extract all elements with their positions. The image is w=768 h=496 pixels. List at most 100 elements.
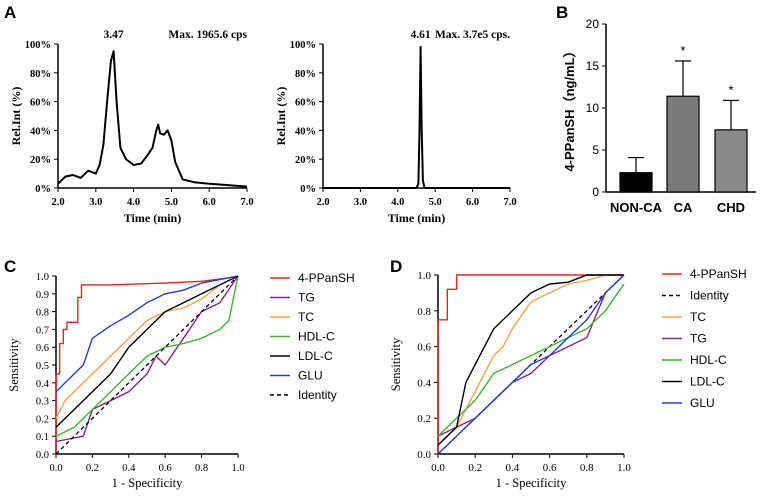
- y-tick-label: 60%: [295, 98, 316, 109]
- y-tick-label: 1.0: [36, 272, 49, 283]
- x-tick-label: 0.2: [468, 462, 482, 474]
- legend-label: TC: [298, 310, 314, 324]
- x-tick-label: 0.6: [543, 462, 557, 474]
- y-tick-label: 40%: [295, 126, 316, 137]
- chromatogram-trace: [323, 45, 510, 189]
- roc-curve-hdl: [55, 275, 239, 437]
- bar: [666, 95, 700, 193]
- x-axis-title: Time (min): [388, 211, 445, 225]
- bar-chart: 0 5 10 15 20 NON-CA * CA * CHD 4-PPanSH（ng/mL）: [562, 17, 756, 215]
- roc-chart-c: 0.0 0.2 0.4 0.6 0.8 1.0 0.0 0.1 0.2 0.3 0.4 0.5 0.6 0…: [7, 271, 355, 490]
- y-tick-label: 20%: [30, 155, 51, 166]
- legend-label: GLU: [690, 396, 715, 410]
- roc-curve-tc: [437, 274, 624, 446]
- y-tick-label: 0.2: [36, 414, 49, 425]
- peak-time-label: 4.61: [411, 29, 431, 41]
- x-tick-label: 7.0: [503, 197, 516, 208]
- significance-mark: *: [680, 43, 685, 58]
- x-tick-label: 3.0: [354, 197, 367, 208]
- legend-label: TC: [690, 310, 706, 324]
- category-label: NON-CA: [610, 200, 663, 215]
- y-tick-label: 0%: [35, 184, 51, 195]
- roc-curve-tg: [55, 275, 239, 443]
- legend-label: Identity: [298, 388, 337, 402]
- legend-label: LDL-C: [690, 375, 725, 389]
- legend-label: HDL-C: [690, 353, 727, 367]
- y-tick-label: 10: [586, 101, 600, 115]
- x-tick-label: 4.0: [391, 197, 404, 208]
- roc-curve-tc: [55, 275, 239, 419]
- y-tick-label: 40%: [30, 126, 51, 137]
- y-tick-label: 20: [586, 17, 600, 31]
- x-axis-title: 1 - Specificity: [496, 476, 568, 490]
- x-tick-label: 0.0: [49, 463, 62, 474]
- panel-label-c: C: [4, 257, 16, 276]
- y-tick-label: 0: [592, 185, 599, 199]
- y-tick-label: 0.4: [417, 377, 431, 389]
- legend-label: 4-PPanSH: [690, 267, 747, 281]
- x-tick-label: 5.0: [165, 197, 178, 208]
- x-tick-label: 0.4: [122, 463, 136, 474]
- y-tick-label: 80%: [30, 69, 51, 80]
- chromatogram-right: 2.0 3.0 4.0 5.0 6.0 7.0 0% 20% 40% 60% 80% 100% 4.61…: [274, 29, 517, 225]
- x-tick-label: 3.0: [89, 197, 102, 208]
- chromatogram-trace: [57, 50, 248, 188]
- roc-curve-fourppansh: [437, 274, 624, 454]
- y-tick-label: 0.6: [36, 343, 49, 354]
- x-tick-label: 6.0: [466, 197, 479, 208]
- x-tick-label: 4.0: [127, 197, 140, 208]
- y-tick-label: 0.7: [36, 325, 49, 336]
- panel-label-a: A: [4, 3, 16, 22]
- roc-curve-ldl: [437, 274, 624, 446]
- x-tick-label: 2.0: [51, 197, 64, 208]
- legend-label: HDL-C: [298, 330, 335, 344]
- y-tick-label: 20%: [295, 155, 316, 166]
- y-tick-label: 0.0: [417, 449, 431, 461]
- y-tick-label: 60%: [30, 98, 51, 109]
- x-tick-label: 5.0: [429, 197, 442, 208]
- x-tick-label: 0.8: [580, 462, 594, 474]
- roc-curve-hdl: [437, 283, 625, 437]
- x-tick-label: 0.4: [506, 462, 520, 474]
- panel-label-d: D: [390, 257, 402, 276]
- y-tick-label: 0.1: [36, 432, 49, 443]
- y-tick-label: 80%: [295, 69, 316, 80]
- x-tick-label: 7.0: [240, 197, 253, 208]
- legend-label: TG: [690, 332, 707, 346]
- y-tick-label: 1.0: [417, 270, 431, 282]
- roc-curve-ldl: [55, 275, 239, 428]
- x-tick-label: 1.0: [617, 462, 631, 474]
- x-tick-label: 2.0: [316, 197, 329, 208]
- y-tick-label: 100%: [25, 40, 51, 51]
- y-tick-label: 0.0: [36, 450, 49, 461]
- y-tick-label: 0%: [300, 184, 316, 195]
- y-tick-label: 0.8: [417, 306, 431, 318]
- y-axis-title: 4-PPanSH（ng/mL）: [562, 44, 577, 171]
- y-tick-label: 0.5: [36, 361, 49, 372]
- y-tick-label: 0.6: [417, 342, 431, 354]
- y-tick-label: 5: [592, 143, 599, 157]
- y-tick-label: 0.3: [36, 397, 49, 408]
- roc-curve-fourppansh: [55, 275, 239, 454]
- x-tick-label: 6.0: [203, 197, 216, 208]
- peak-time-label: 3.47: [104, 29, 124, 41]
- x-tick-label: 0.6: [159, 463, 172, 474]
- y-tick-label: 100%: [290, 40, 316, 51]
- roc-curve-glu: [55, 275, 239, 393]
- bar: [714, 129, 748, 193]
- x-tick-label: 1.0: [231, 463, 244, 474]
- y-axis-title: Sensitivity: [7, 338, 21, 392]
- y-tick-label: 0.4: [36, 379, 50, 390]
- y-tick-label: 0.2: [417, 413, 431, 425]
- x-axis-title: Time (min): [124, 211, 181, 225]
- y-tick-label: 0.8: [36, 308, 49, 319]
- y-tick-label: 15: [586, 59, 600, 73]
- panel-label-b: B: [556, 3, 568, 22]
- legend-label: Identity: [690, 289, 729, 303]
- x-axis-title: 1 - Specificity: [112, 476, 184, 490]
- x-tick-label: 0.8: [195, 463, 208, 474]
- category-label: CHD: [717, 200, 745, 215]
- roc-curve-identity: [55, 275, 239, 455]
- y-axis-title: Sensitivity: [389, 337, 403, 391]
